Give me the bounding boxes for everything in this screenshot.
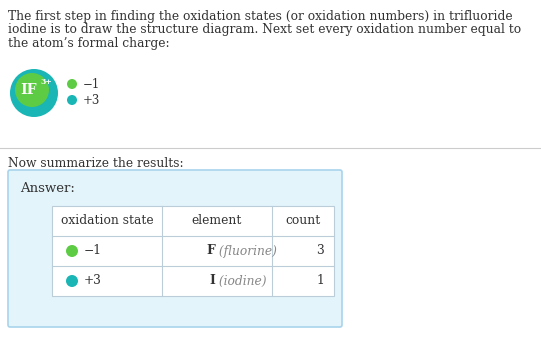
Text: +3: +3: [83, 94, 101, 106]
Text: +3: +3: [84, 274, 102, 288]
Text: iodine is to draw the structure diagram. Next set every oxidation number equal t: iodine is to draw the structure diagram.…: [8, 24, 521, 37]
Text: 1: 1: [316, 274, 324, 288]
Text: the atom’s formal charge:: the atom’s formal charge:: [8, 37, 170, 50]
Text: I: I: [209, 274, 215, 288]
Text: oxidation state: oxidation state: [61, 215, 153, 227]
Circle shape: [66, 245, 78, 257]
Text: 3+: 3+: [40, 78, 52, 86]
Text: (iodine): (iodine): [215, 274, 267, 288]
Text: The first step in finding the oxidation states (or oxidation numbers) in trifluo: The first step in finding the oxidation …: [8, 10, 513, 23]
Text: count: count: [285, 215, 321, 227]
Circle shape: [15, 73, 49, 107]
FancyBboxPatch shape: [8, 170, 342, 327]
Text: Answer:: Answer:: [20, 182, 75, 195]
Bar: [52, 206, 334, 296]
Text: F: F: [206, 244, 215, 258]
Circle shape: [66, 275, 78, 287]
Circle shape: [67, 95, 77, 105]
Text: 3: 3: [316, 244, 324, 258]
Circle shape: [10, 69, 58, 117]
Text: element: element: [192, 215, 242, 227]
Text: Now summarize the results:: Now summarize the results:: [8, 157, 183, 170]
Text: IF: IF: [21, 83, 37, 97]
Text: −1: −1: [83, 77, 100, 91]
Text: −1: −1: [84, 244, 102, 258]
Circle shape: [67, 79, 77, 89]
Text: (fluorine): (fluorine): [215, 244, 277, 258]
